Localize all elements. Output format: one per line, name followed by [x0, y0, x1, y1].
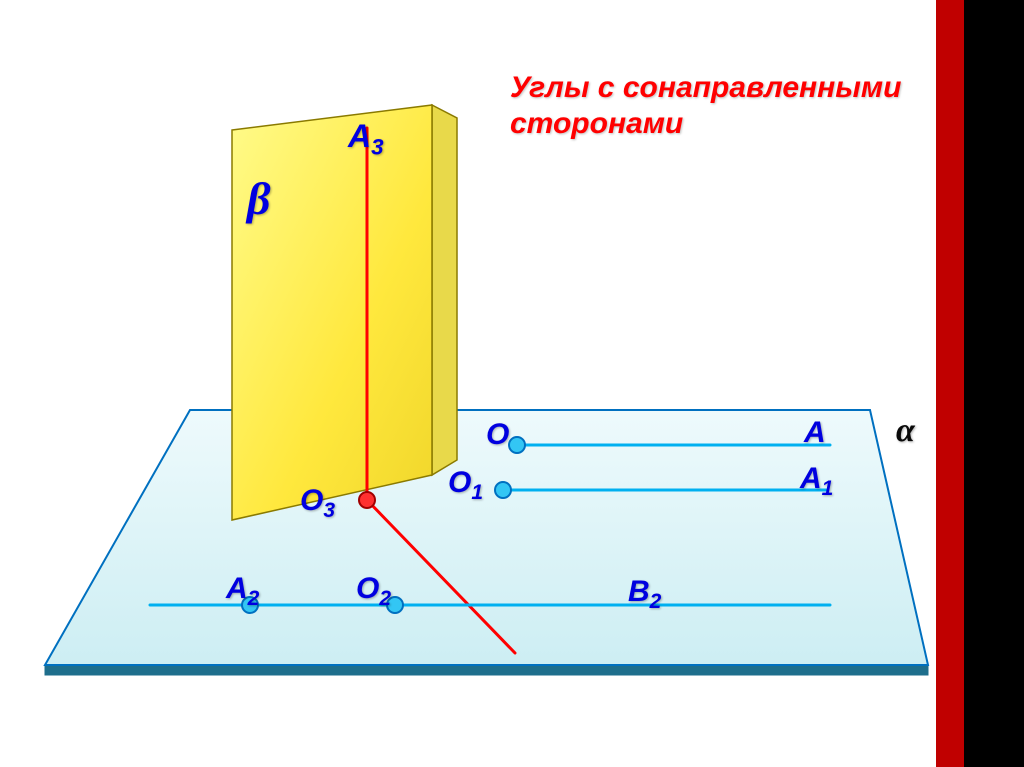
plane-beta-label: β [247, 172, 271, 225]
label-O2: O2 [356, 572, 391, 611]
right-black-bar [964, 0, 1024, 767]
label-O: O [486, 418, 509, 452]
label-A: A [804, 416, 826, 450]
diagram-stage: Углы с сонаправленными сторонами α β A3 … [0, 0, 1024, 767]
label-O3: O3 [300, 484, 335, 523]
slide-title: Углы с сонаправленными сторонами [510, 70, 910, 142]
label-A3: A3 [348, 118, 384, 160]
label-B2: B2 [628, 575, 661, 614]
label-A2: A2 [226, 572, 259, 611]
label-O1: O1 [448, 466, 483, 505]
right-red-bar [936, 0, 964, 767]
label-A1: A1 [800, 462, 833, 501]
plane-alpha-label: α [896, 412, 915, 450]
